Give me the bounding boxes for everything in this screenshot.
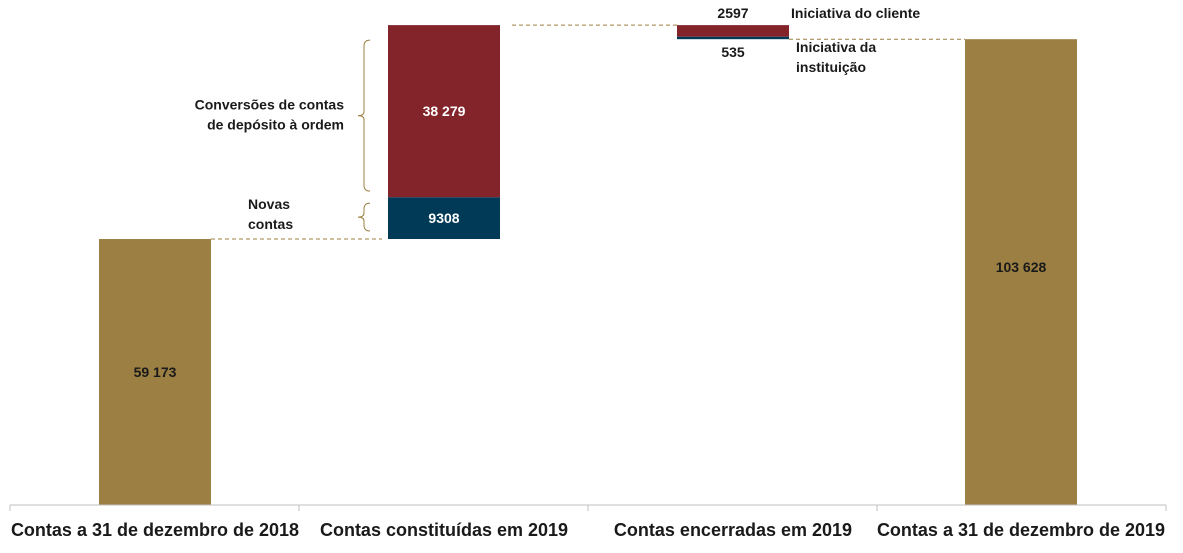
axis-group: Contas a 31 de dezembro de 2018 Contas co… <box>9 504 1167 540</box>
annotation-institution-initiative: instituição <box>796 59 866 75</box>
annotations-group: Conversões de contas de depósito à ordem N… <box>195 5 921 232</box>
bar-institution-initiative <box>677 36 789 40</box>
labels-group: 59 173 9308 38 279 2597 535 103 628 <box>134 5 1047 380</box>
bar-label-institution-initiative: 535 <box>721 44 745 60</box>
bar-new-accounts <box>388 197 500 240</box>
bar-label-opening: 59 173 <box>134 364 177 380</box>
connectors-group <box>211 24 965 240</box>
x-tick-label: Contas a 31 de dezembro de 2018 <box>11 520 299 540</box>
annotation-institution-initiative: Iniciativa da <box>796 39 876 55</box>
bars-group <box>99 25 1077 505</box>
bar-label-closing: 103 628 <box>996 259 1047 275</box>
bar-label-client-initiative: 2597 <box>717 5 748 21</box>
bracket-new-accounts <box>357 202 371 232</box>
bar-closing-2019 <box>965 39 1077 505</box>
bar-opening-2018 <box>99 239 211 505</box>
bar-label-conversions: 38 279 <box>423 103 466 119</box>
annotation-conversions: de depósito à ordem <box>207 117 344 133</box>
bracket-conversions <box>357 39 371 192</box>
bar-conversions <box>388 25 500 198</box>
x-tick-label: Contas encerradas em 2019 <box>614 520 852 540</box>
annotation-conversions: Conversões de contas <box>195 97 345 113</box>
annotation-new-accounts: contas <box>248 216 293 232</box>
bar-label-new-accounts: 9308 <box>428 210 459 226</box>
x-tick-label: Contas constituídas em 2019 <box>320 520 568 540</box>
annotation-client-initiative: Iniciativa do cliente <box>791 5 920 21</box>
annotation-new-accounts: Novas <box>248 196 290 212</box>
x-tick-label: Contas a 31 de dezembro de 2019 <box>877 520 1165 540</box>
bar-client-initiative <box>677 25 789 37</box>
